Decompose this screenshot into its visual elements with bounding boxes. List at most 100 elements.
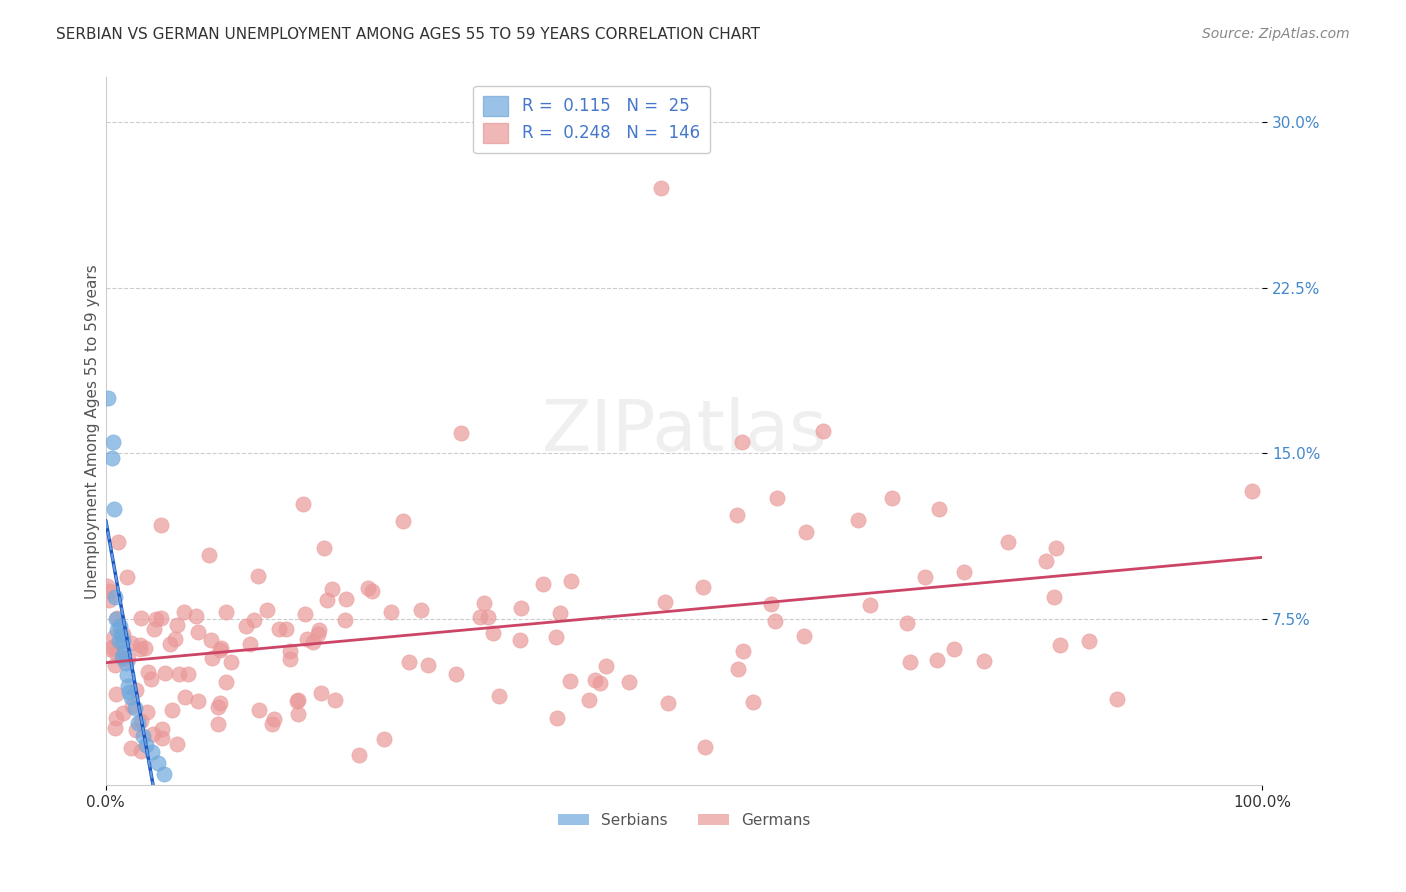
Point (98, 641, 121, 656)
Point (110, 628, 132, 642)
Point (101, 435, 124, 450)
Point (311, 686, 333, 700)
Point (291, 497, 314, 511)
Point (129, 611, 152, 625)
Point (349, 747, 371, 762)
Point (104, 646, 127, 660)
Point (952, 565, 974, 579)
Point (100, 640, 122, 654)
Point (150, 731, 173, 746)
Point (97, 391, 120, 405)
Point (650, 181, 672, 195)
Point (129, 714, 152, 728)
Point (583, 673, 606, 688)
Point (136, 665, 159, 679)
Point (112, 650, 135, 665)
Point (197, 549, 219, 563)
Point (117, 652, 139, 666)
Point (177, 667, 200, 681)
Point (235, 619, 257, 633)
Point (120, 690, 142, 704)
Point (97, 584, 120, 599)
Point (132, 730, 155, 744)
Point (544, 631, 567, 645)
Point (145, 613, 167, 627)
Point (294, 607, 316, 622)
Point (187, 694, 209, 708)
Point (219, 655, 242, 669)
Point (167, 666, 190, 681)
Point (416, 658, 439, 673)
Point (209, 641, 232, 656)
Point (398, 655, 420, 669)
Point (560, 574, 582, 588)
Point (695, 739, 717, 754)
Point (124, 700, 146, 714)
Point (105, 687, 128, 701)
Point (141, 745, 163, 759)
Point (1035, 554, 1057, 568)
Point (323, 693, 346, 707)
Point (312, 541, 335, 556)
Point (278, 651, 301, 665)
Point (595, 658, 617, 673)
Point (135, 705, 157, 719)
Point (302, 634, 325, 648)
Point (149, 610, 172, 624)
Point (731, 435, 754, 450)
Point (115, 570, 138, 584)
Point (114, 657, 136, 671)
Point (112, 627, 135, 641)
Point (558, 673, 581, 688)
Point (260, 717, 283, 731)
Point (115, 667, 138, 681)
Point (108, 619, 131, 633)
Point (163, 632, 186, 646)
Point (509, 633, 531, 648)
Point (859, 598, 882, 612)
Point (477, 609, 499, 624)
Point (531, 577, 554, 591)
Legend: Serbians, Germans: Serbians, Germans (553, 807, 817, 834)
Point (121, 698, 143, 713)
Point (882, 491, 904, 505)
Point (617, 675, 640, 690)
Point (142, 727, 165, 741)
Point (143, 622, 166, 636)
Point (166, 737, 188, 751)
Point (120, 741, 142, 756)
Point (997, 534, 1019, 549)
Point (187, 625, 209, 640)
Point (152, 767, 174, 781)
Text: SERBIAN VS GERMAN UNEMPLOYMENT AMONG AGES 55 TO 59 YEARS CORRELATION CHART: SERBIAN VS GERMAN UNEMPLOYMENT AMONG AGE… (56, 27, 761, 42)
Point (392, 514, 415, 528)
Point (107, 624, 129, 638)
Point (135, 739, 157, 753)
Point (166, 618, 188, 632)
Point (380, 605, 402, 619)
Point (1049, 638, 1071, 652)
Point (488, 690, 510, 704)
Point (246, 569, 269, 583)
Point (1240, 484, 1263, 499)
Point (107, 634, 129, 648)
Point (315, 592, 337, 607)
Point (214, 605, 236, 619)
Point (117, 679, 139, 693)
Point (239, 637, 262, 651)
Point (333, 614, 356, 628)
Point (793, 630, 815, 644)
Point (472, 596, 495, 610)
Point (308, 624, 330, 638)
Point (267, 622, 290, 636)
Point (111, 706, 134, 721)
Point (120, 636, 142, 650)
Point (409, 603, 432, 617)
Point (896, 615, 918, 630)
Point (112, 645, 135, 659)
Point (546, 711, 568, 725)
Point (510, 600, 533, 615)
Point (654, 595, 676, 609)
Point (548, 607, 571, 621)
Point (287, 706, 309, 721)
